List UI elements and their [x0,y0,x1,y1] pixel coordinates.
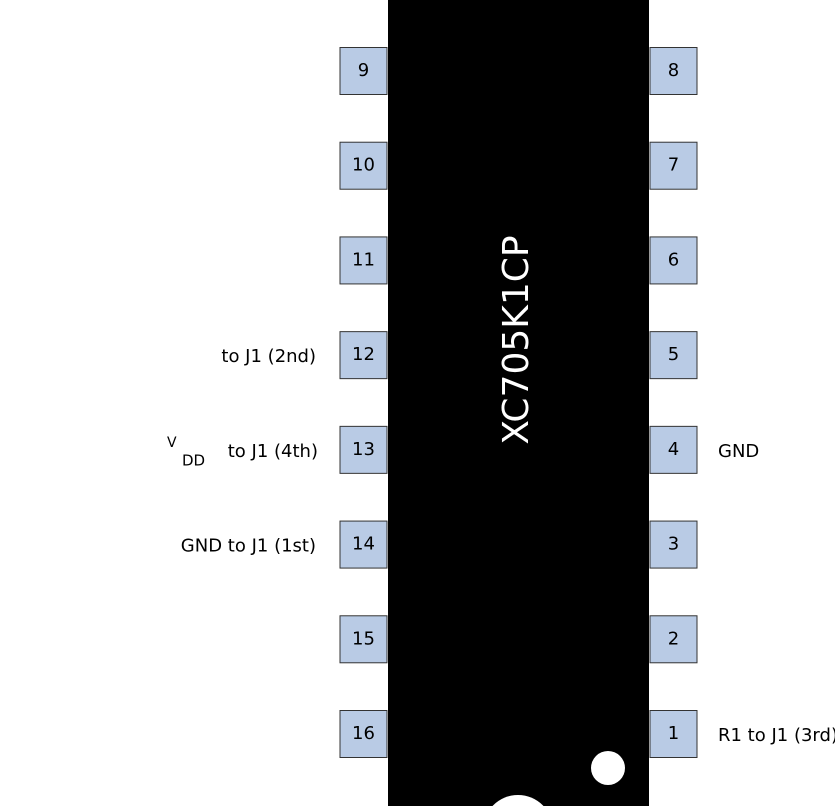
pin1-dot [591,751,625,785]
pin-number: 10 [352,155,375,176]
pin [649,236,698,285]
pin [339,331,388,380]
pin [339,615,388,664]
pin [649,710,698,758]
pin-number: 14 [352,534,375,555]
pin-number: 15 [352,628,375,649]
pin-number: 11 [352,249,375,270]
pin-label: GND [718,441,759,462]
pin [339,520,388,569]
pin-label: to J1 (4th) [228,441,318,462]
pin [649,47,698,95]
pin [339,710,388,758]
pin-number: 4 [668,439,679,460]
pin [649,141,698,190]
pin-number: 16 [352,723,375,744]
pin-label: GND to J1 (1st) [181,536,316,557]
pin-label-subscript: DD [182,451,205,469]
pin-number: 7 [668,155,679,176]
pin-number: 9 [358,60,369,81]
pin [339,236,388,285]
chip-body [388,0,649,806]
chip-notch [492,795,544,806]
pin-number: 12 [352,344,375,365]
pin [649,520,698,569]
pin [649,425,698,474]
pin-number: 5 [668,344,679,365]
pin-number: 8 [668,60,679,81]
pin-number: 13 [352,439,375,460]
pin-number: 6 [668,249,679,270]
pin-label: to J1 (2nd) [221,346,316,367]
pin [339,47,388,95]
pin [339,141,388,190]
pin-label: R1 to J1 (3rd) [718,725,835,746]
pin-label-main: V [167,435,177,451]
pin [339,425,388,474]
pin [649,615,698,664]
pin [649,331,698,380]
pin-number: 3 [668,534,679,555]
chip-label: XC705K1CP [496,235,537,444]
pin-number: 2 [668,628,679,649]
pin-number: 1 [668,723,679,744]
